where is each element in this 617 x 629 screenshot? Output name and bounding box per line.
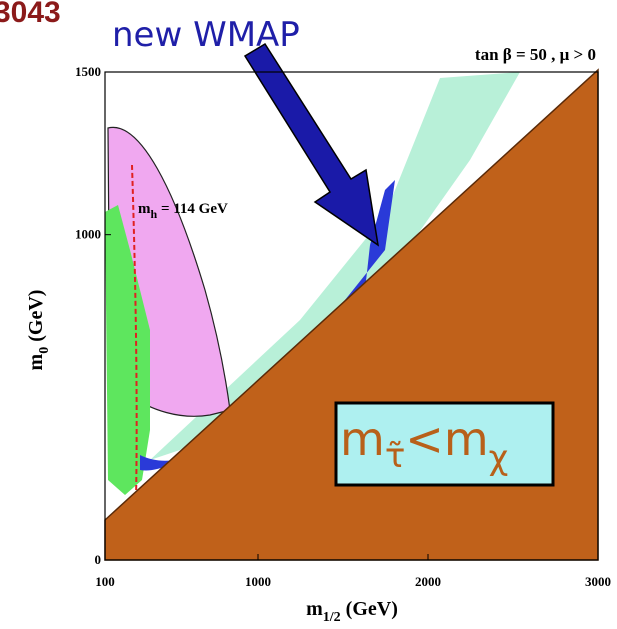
plot-frame <box>104 71 599 561</box>
region-sub2: χ <box>489 438 509 478</box>
y-tick-label: 1500 <box>75 64 101 79</box>
y-label-sub: 0 <box>37 347 52 354</box>
corner-label: 3043 <box>0 0 61 29</box>
y-axis-label: m0 (GeV) <box>25 290 52 371</box>
y-tick-label: 1000 <box>75 227 101 242</box>
green-strip <box>105 205 150 495</box>
region-m1: m <box>340 412 385 466</box>
region-sub1: τ̃ <box>385 436 405 476</box>
y-tick-label: 0 <box>95 552 102 567</box>
x-label-unit: (GeV) <box>341 598 398 620</box>
region-box <box>334 401 555 487</box>
x-tick-label: 1000 <box>245 574 271 589</box>
contour-label: mh = 114 GeV <box>138 201 228 221</box>
region-lt: <m <box>405 412 488 466</box>
arrow <box>243 42 380 247</box>
subtitle: tan β = 50 , μ > 0 <box>475 45 596 64</box>
red-dash <box>131 164 138 501</box>
x-tick-label: 2000 <box>415 574 441 589</box>
contour-rest: = 114 GeV <box>157 201 228 217</box>
y-label-main: m <box>25 353 47 370</box>
plot-regions <box>104 42 599 561</box>
x-tick-label: 100 <box>95 574 115 589</box>
x-tick-label: 3000 <box>585 574 611 589</box>
contour-sub: h <box>151 207 158 221</box>
x-axis-label: m1/2 (GeV) <box>306 598 398 625</box>
x-label-sub: 1/2 <box>323 610 341 625</box>
x-label-main: m <box>306 598 323 620</box>
callout: new WMAP <box>112 15 300 55</box>
y-label-unit: (GeV) <box>25 290 47 347</box>
light-green-band <box>150 72 520 460</box>
contour-main: m <box>138 201 151 217</box>
region-label: mτ̃<mχ <box>340 412 508 478</box>
